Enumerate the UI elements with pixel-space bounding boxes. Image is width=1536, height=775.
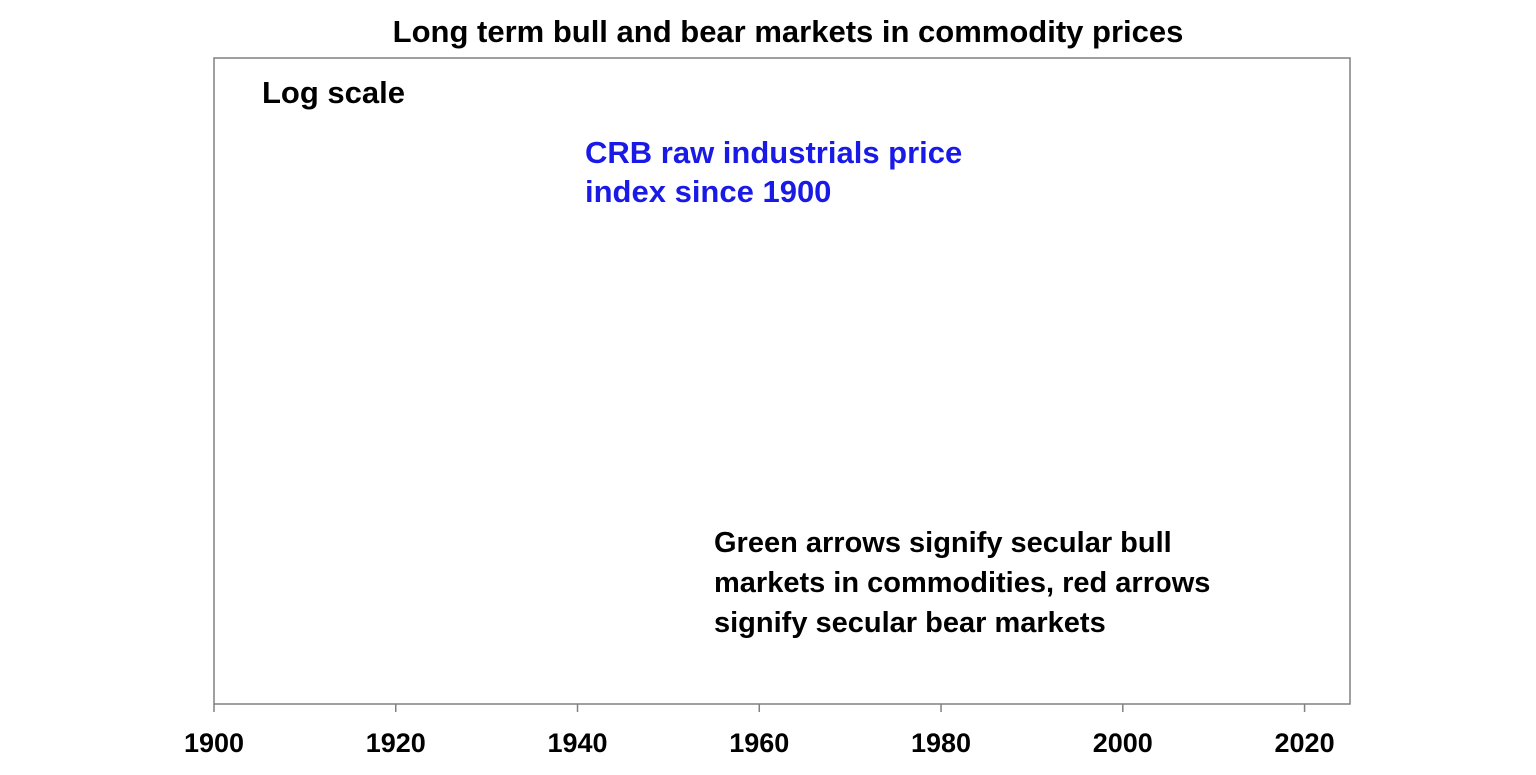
x-tick-label: 1940 (547, 728, 607, 758)
chart-title: Long term bull and bear markets in commo… (392, 14, 1184, 49)
x-tick-label: 1900 (184, 728, 244, 758)
x-tick-label: 1980 (911, 728, 971, 758)
explanation-line-3: signify secular bear markets (714, 607, 1106, 639)
explanation-note: Green arrows signify secular bull market… (714, 527, 1218, 639)
x-axis: 1900 1920 1940 1960 1980 2000 2020 (184, 704, 1335, 758)
x-tick-label: 1960 (729, 728, 789, 758)
log-scale-label: Log scale (262, 75, 405, 110)
series-label-line-1: CRB raw industrials price (585, 135, 962, 170)
explanation-line-2: markets in commodities, red arrows (714, 567, 1210, 599)
x-tick-label: 1920 (366, 728, 426, 758)
x-tick-label: 2020 (1275, 728, 1335, 758)
series-label: CRB raw industrials price index since 19… (585, 135, 971, 209)
series-label-line-2: index since 1900 (585, 174, 831, 209)
plot-frame (213, 57, 1351, 705)
explanation-line-1: Green arrows signify secular bull (714, 527, 1172, 559)
x-tick-label: 2000 (1093, 728, 1153, 758)
